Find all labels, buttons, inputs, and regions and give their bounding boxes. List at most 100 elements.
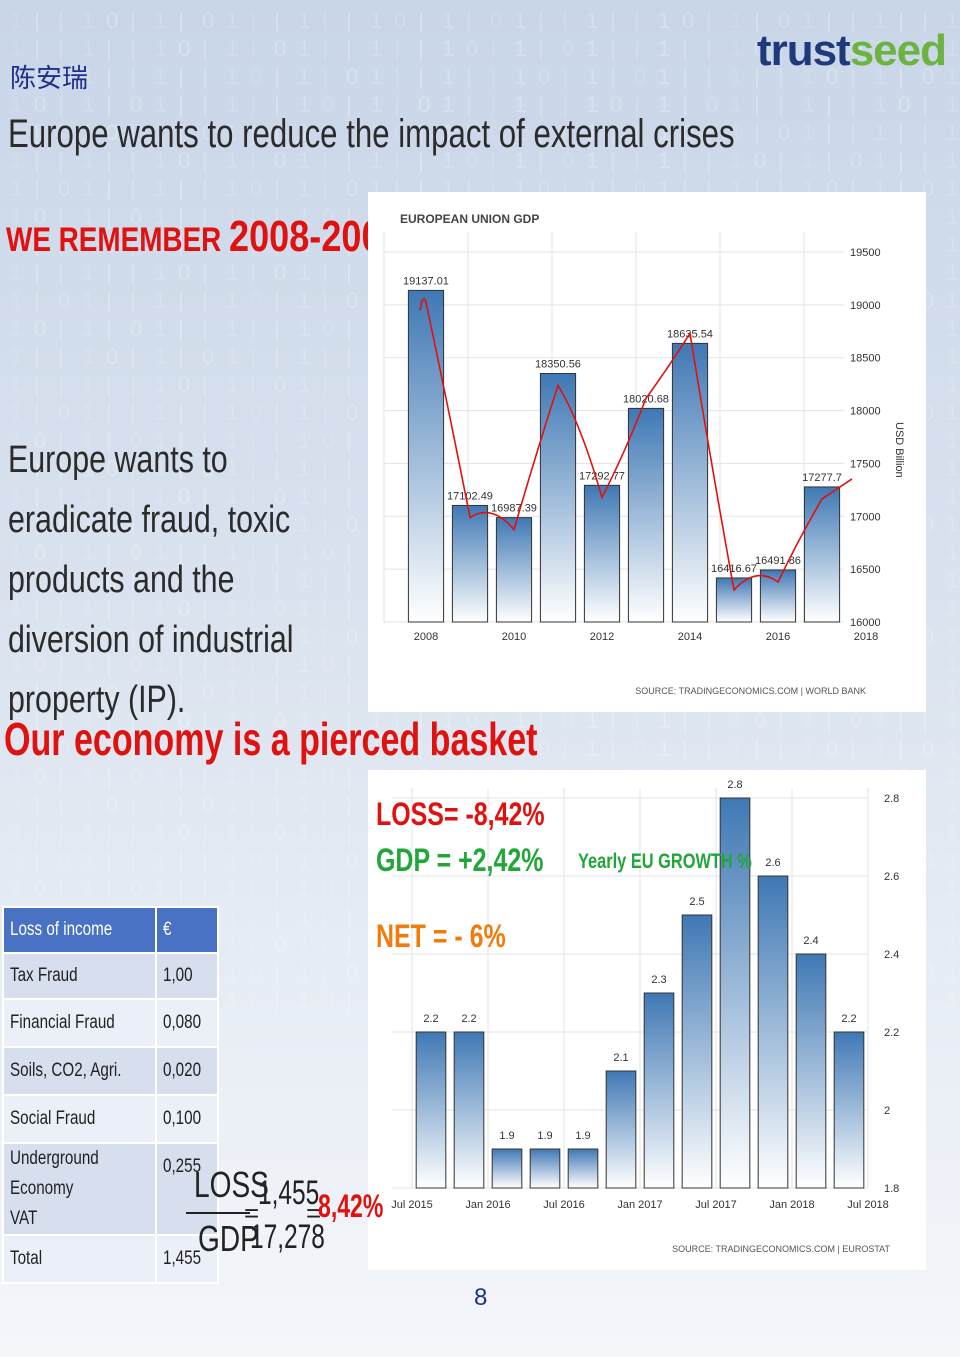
formula-equals-2: = <box>306 1198 322 1228</box>
growth-data-label: 2.2 <box>841 1013 856 1025</box>
gdp-bar <box>715 577 753 623</box>
y-tick-label: 1.8 <box>884 1183 899 1195</box>
chart-source: SOURCE: TRADINGECONOMICS.COM | WORLD BAN… <box>635 686 866 696</box>
trustseed-logo: trustseed <box>756 26 947 75</box>
gdp-bar <box>627 407 665 623</box>
growth-data-label: 2.2 <box>461 1013 476 1025</box>
gdp-trend-line <box>419 298 853 592</box>
growth-bar <box>491 1148 523 1189</box>
row-label: Soils, CO2, Agri. <box>10 1060 122 1081</box>
growth-data-label: 1.9 <box>575 1130 590 1142</box>
y-tick-label: 2 <box>884 1105 890 1117</box>
gdp-bar <box>539 373 577 623</box>
formula-loss-word: LOSS <box>194 1164 269 1205</box>
x-tick-label: 2016 <box>766 631 790 643</box>
growth-bar <box>529 1148 561 1189</box>
y-tick-label: 18500 <box>850 353 881 365</box>
eu-gdp-chart-panel: EUROPEAN UNION GDP 16000 16500 17000 17500 18… <box>368 192 926 712</box>
chart-source: SOURCE: TRADINGECONOMICS.COM | EUROSTAT <box>672 1244 890 1254</box>
formula-result: 8,42% <box>318 1188 384 1224</box>
growth-data-label: 2.2 <box>423 1013 438 1025</box>
growth-data-label: 1.9 <box>537 1130 552 1142</box>
gdp-bar <box>583 484 621 623</box>
gdp-bar <box>495 517 533 623</box>
table-header-row: Loss of income € <box>1 906 219 954</box>
x-tick-label: 2008 <box>414 631 438 643</box>
x-tick-label: 2014 <box>678 631 702 643</box>
x-tick-label: 2012 <box>590 631 614 643</box>
growth-bar <box>567 1148 599 1189</box>
row-label: Underground Economy VAT <box>10 1148 99 1229</box>
table-row: Financial Fraud 0,080 <box>1 998 219 1048</box>
y-tick-label: 18000 <box>850 406 881 418</box>
x-tick-label: Jan 2018 <box>769 1199 814 1211</box>
table-row: Total 1,455 <box>1 1234 219 1284</box>
gdp-data-label: 18350.56 <box>535 359 581 371</box>
formula-denominator: 17,278 <box>250 1218 325 1256</box>
row-label: Total <box>10 1248 43 1269</box>
y-tick-label: 17500 <box>850 458 881 470</box>
gdp-data-label: 16416.67 <box>711 563 757 575</box>
eu-gdp-chart: EUROPEAN UNION GDP 16000 16500 17000 17500 18… <box>383 212 905 696</box>
growth-chart-label: Yearly EU GROWTH % <box>578 850 752 873</box>
growth-data-label: 2.8 <box>727 779 742 791</box>
x-tick-label: Jan 2017 <box>617 1199 662 1211</box>
growth-data-label: 2.6 <box>765 857 780 869</box>
loss-gdp-formula: LOSS GDP = 1,455 17,278 = <box>186 1160 376 1260</box>
growth-data-label: 2.4 <box>803 935 818 947</box>
row-value: 0,020 <box>163 1060 202 1081</box>
y-tick-label: 16500 <box>850 564 881 576</box>
growth-bar <box>681 914 713 1189</box>
growth-bar <box>453 1031 485 1189</box>
loss-of-income-table: Loss of income € Tax Fraud 1,00 Financia… <box>1 906 219 1284</box>
x-tick-label: Jul 2017 <box>695 1199 737 1211</box>
formula-fraction-bar <box>186 1212 250 1214</box>
y-tick-label: 2.6 <box>884 871 899 883</box>
gdp-data-label: 16987.39 <box>491 503 537 515</box>
row-value: 1,00 <box>163 965 193 986</box>
growth-bar <box>833 1031 865 1189</box>
gdp-bar <box>803 486 841 623</box>
y-axis-label: USD Billion <box>893 422 905 478</box>
page-headline: Europe wants to reduce the impact of ext… <box>8 112 735 156</box>
row-value: 0,080 <box>163 1012 202 1033</box>
loss-figure: LOSS= -8,42% <box>376 796 545 832</box>
growth-bar <box>643 992 675 1189</box>
y-tick-label: 17000 <box>850 511 881 523</box>
row-value: 0,100 <box>163 1108 202 1129</box>
gdp-data-label: 17292.77 <box>579 470 625 482</box>
fraud-paragraph: Europe wants to eradicate fraud, toxic p… <box>8 439 294 721</box>
x-tick-label: Jul 2015 <box>391 1199 433 1211</box>
chart-title: EUROPEAN UNION GDP <box>400 212 539 226</box>
gdp-bar <box>671 342 709 623</box>
growth-bar <box>415 1031 447 1189</box>
y-tick-label: 19000 <box>850 300 881 312</box>
table-row: Social Fraud 0,100 <box>1 1094 219 1144</box>
eu-growth-chart: 1.8 2 2.2 2.4 2.6 2.8 2.2 2.2 1.9 1.9 1.9 2.1 2.3 2.5… <box>391 779 899 1254</box>
table-header-currency: € <box>163 919 172 940</box>
growth-bar <box>605 1070 637 1189</box>
net-figure: NET = - 6% <box>376 918 506 954</box>
gdp-bar <box>407 289 445 623</box>
pierced-basket-title: Our economy is a pierced basket <box>4 713 538 765</box>
gdp-data-label: 17277.7 <box>802 472 842 484</box>
page-number: 8 <box>474 1284 488 1311</box>
growth-data-label: 2.1 <box>613 1052 628 1064</box>
y-tick-label: 2.8 <box>884 793 899 805</box>
row-label: Financial Fraud <box>10 1012 115 1033</box>
x-tick-label: Jul 2016 <box>543 1199 585 1211</box>
gdp-bar <box>451 504 489 623</box>
growth-bar <box>795 953 827 1189</box>
row-value: 0,255 <box>163 1156 202 1177</box>
gdp-data-label: 16491.86 <box>755 555 801 567</box>
eu-growth-chart-panel: 1.8 2 2.2 2.4 2.6 2.8 2.2 2.2 1.9 1.9 1.9 2.1 2.3 2.5… <box>368 770 926 1270</box>
remember-heading: WE REMEMBER 2008-2009 <box>6 212 402 261</box>
x-tick-label: 2010 <box>502 631 526 643</box>
growth-data-label: 2.3 <box>651 974 666 986</box>
gdp-bar <box>759 569 797 623</box>
x-tick-label: Jan 2016 <box>465 1199 510 1211</box>
growth-bar <box>719 797 751 1189</box>
y-tick-label: 2.2 <box>884 1027 899 1039</box>
row-label: Social Fraud <box>10 1108 96 1129</box>
